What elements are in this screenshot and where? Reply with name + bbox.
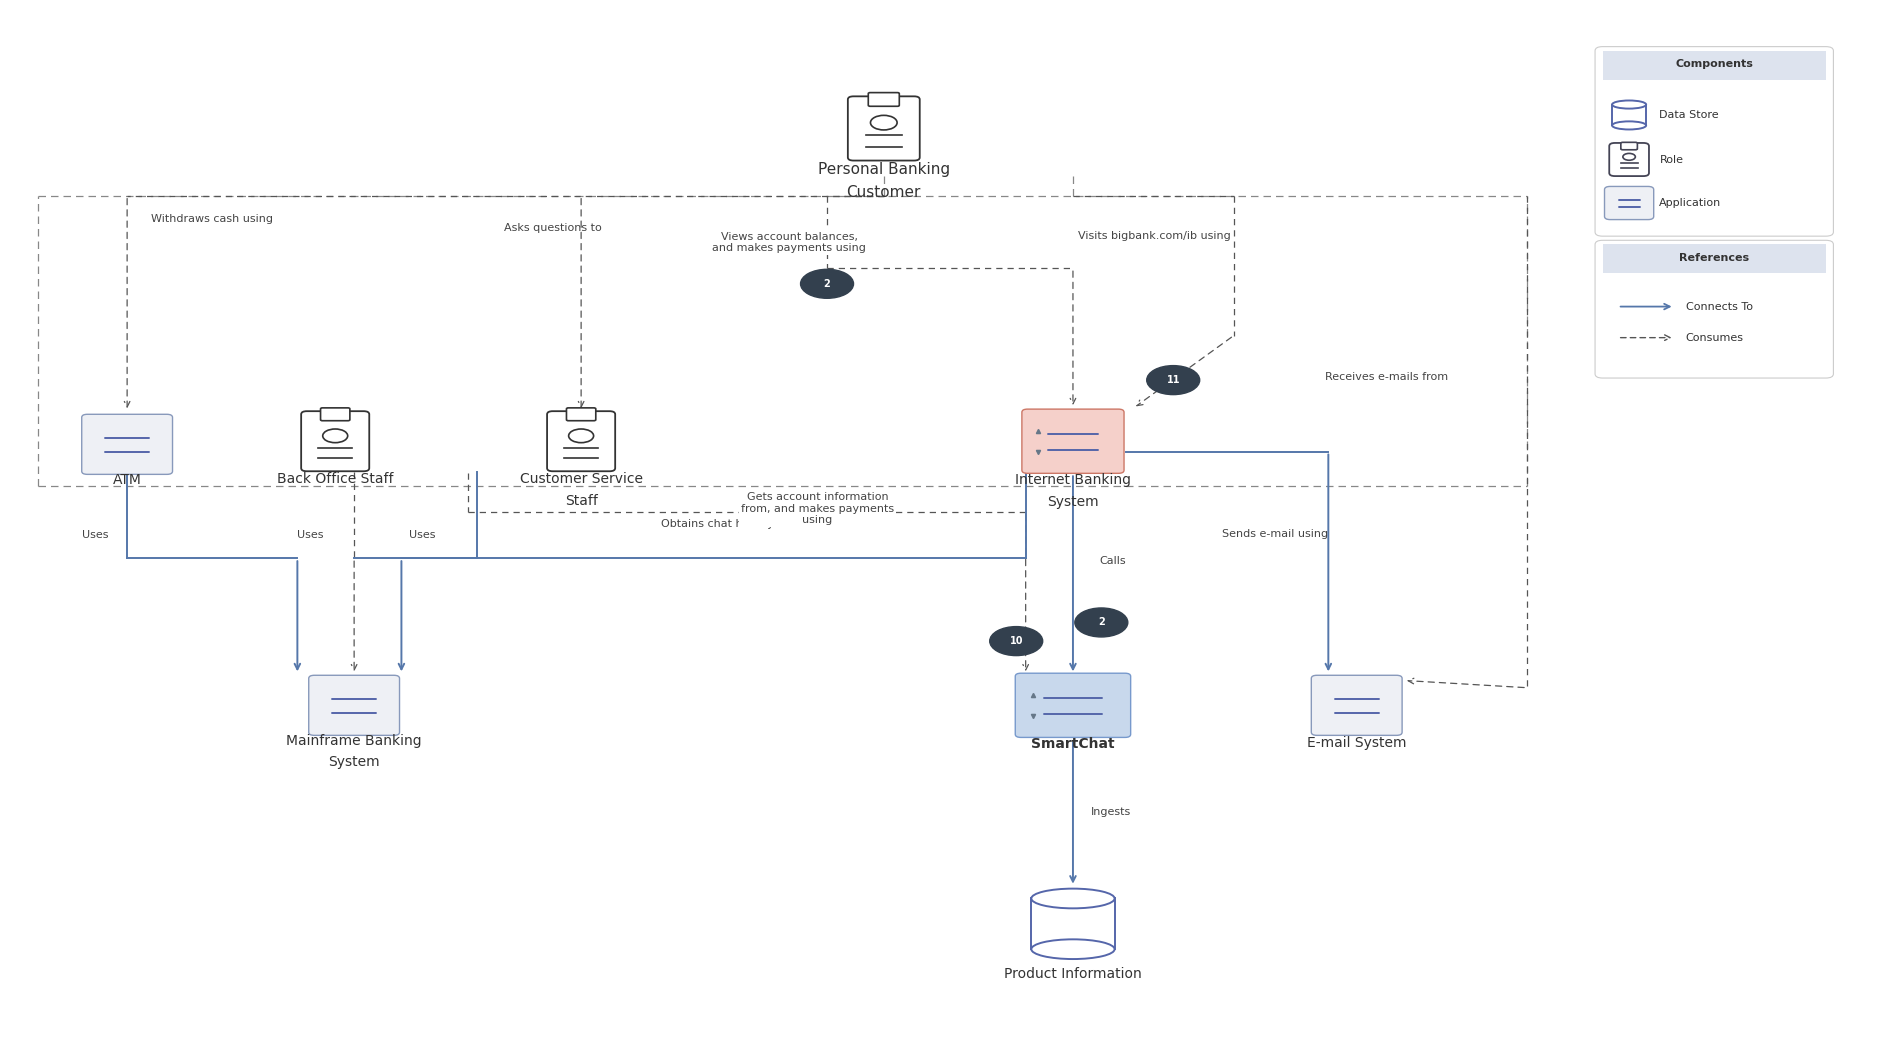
FancyBboxPatch shape: [1602, 244, 1826, 274]
FancyBboxPatch shape: [1621, 142, 1638, 149]
Text: Product Information: Product Information: [1003, 968, 1142, 981]
Text: Uses: Uses: [298, 530, 323, 541]
FancyBboxPatch shape: [1596, 47, 1834, 236]
FancyBboxPatch shape: [308, 675, 399, 735]
FancyBboxPatch shape: [1032, 899, 1115, 949]
Circle shape: [323, 429, 348, 443]
Text: 11: 11: [1167, 375, 1180, 385]
Text: Visits bigbank.com/ib using: Visits bigbank.com/ib using: [1077, 231, 1231, 241]
Text: 10: 10: [1009, 636, 1022, 646]
Circle shape: [1623, 153, 1636, 160]
Text: Uses: Uses: [408, 530, 435, 541]
Text: Calls: Calls: [1100, 556, 1127, 566]
Text: System: System: [329, 755, 380, 769]
Text: Staff: Staff: [564, 494, 598, 508]
Text: Customer Service: Customer Service: [519, 472, 642, 487]
Circle shape: [1148, 365, 1199, 395]
Circle shape: [990, 626, 1043, 656]
FancyBboxPatch shape: [1596, 240, 1834, 378]
Text: Receives e-mails from: Receives e-mails from: [1326, 372, 1448, 382]
Text: Consumes: Consumes: [1685, 333, 1744, 342]
FancyBboxPatch shape: [566, 408, 597, 421]
FancyBboxPatch shape: [847, 96, 920, 161]
Text: SmartChat: SmartChat: [1032, 737, 1115, 752]
Text: 2: 2: [825, 279, 830, 289]
Text: Customer: Customer: [847, 186, 922, 200]
Text: System: System: [1047, 495, 1098, 509]
Ellipse shape: [1032, 940, 1115, 959]
FancyBboxPatch shape: [321, 408, 350, 421]
Circle shape: [568, 429, 593, 443]
Text: Uses: Uses: [82, 530, 108, 541]
Text: Internet Banking: Internet Banking: [1015, 473, 1130, 488]
Text: Back Office Staff: Back Office Staff: [277, 472, 393, 487]
FancyBboxPatch shape: [868, 93, 899, 106]
Text: Asks questions to: Asks questions to: [504, 222, 602, 233]
Ellipse shape: [1611, 100, 1645, 109]
Text: Ingests: Ingests: [1091, 807, 1130, 817]
Text: 2: 2: [1098, 617, 1104, 627]
Text: Personal Banking: Personal Banking: [817, 162, 950, 176]
Text: ATM: ATM: [112, 473, 142, 488]
FancyBboxPatch shape: [1022, 409, 1125, 473]
Circle shape: [870, 115, 897, 129]
Circle shape: [1075, 608, 1129, 637]
Text: Gets account information
from, and makes payments
using: Gets account information from, and makes…: [741, 492, 895, 525]
FancyBboxPatch shape: [1609, 143, 1649, 176]
Text: Role: Role: [1659, 155, 1683, 165]
Text: Withdraws cash using: Withdraws cash using: [152, 214, 274, 223]
FancyBboxPatch shape: [1311, 675, 1402, 735]
Text: References: References: [1680, 253, 1750, 263]
Text: Components: Components: [1676, 60, 1754, 69]
FancyBboxPatch shape: [1611, 104, 1645, 125]
FancyBboxPatch shape: [82, 414, 173, 474]
Text: Mainframe Banking: Mainframe Banking: [287, 734, 422, 749]
Text: Obtains chat history from: Obtains chat history from: [661, 519, 804, 529]
FancyBboxPatch shape: [547, 411, 616, 471]
Text: Data Store: Data Store: [1659, 110, 1720, 120]
FancyBboxPatch shape: [1015, 673, 1130, 737]
FancyBboxPatch shape: [302, 411, 369, 471]
Text: Connects To: Connects To: [1685, 302, 1754, 311]
FancyBboxPatch shape: [1604, 187, 1653, 219]
Text: Views account balances,
and makes payments using: Views account balances, and makes paymen…: [712, 232, 866, 254]
Text: E-mail System: E-mail System: [1307, 736, 1406, 751]
Text: Application: Application: [1659, 198, 1721, 208]
Text: Sends e-mail using: Sends e-mail using: [1222, 529, 1328, 540]
FancyBboxPatch shape: [1602, 51, 1826, 79]
Ellipse shape: [1032, 888, 1115, 908]
Circle shape: [800, 269, 853, 299]
Ellipse shape: [1611, 121, 1645, 129]
